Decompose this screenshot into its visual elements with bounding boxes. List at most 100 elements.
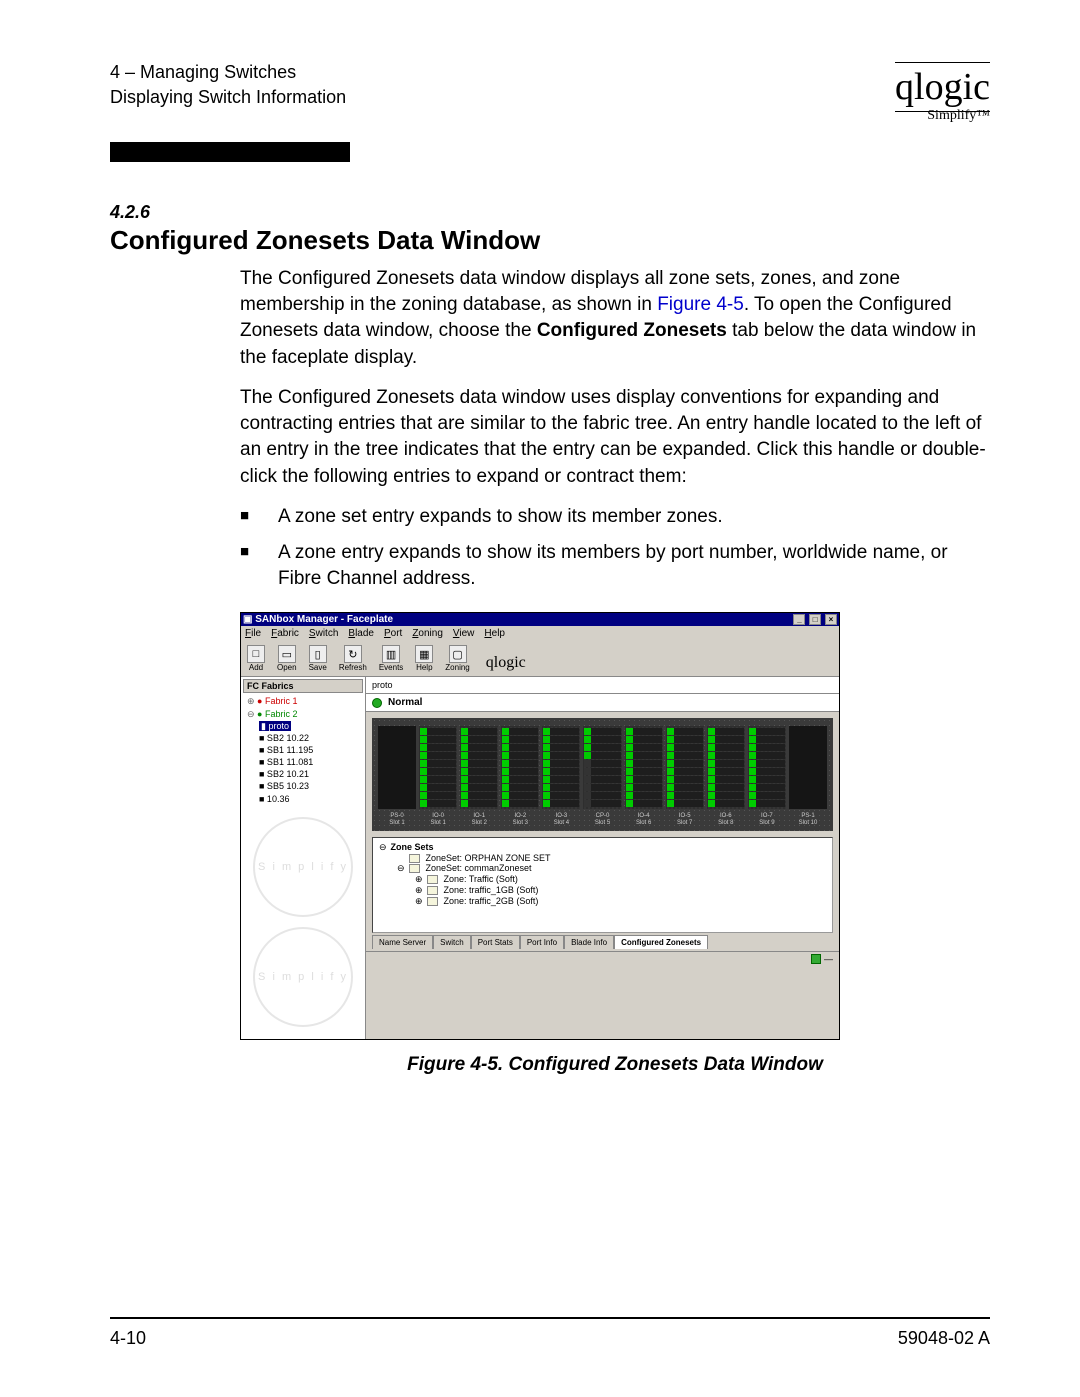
io-blade[interactable] bbox=[707, 726, 745, 809]
power-supply-blade[interactable] bbox=[789, 726, 827, 809]
port[interactable] bbox=[420, 800, 456, 807]
port[interactable] bbox=[461, 728, 497, 735]
port[interactable] bbox=[502, 800, 538, 807]
tree-item[interactable]: ▮ proto bbox=[247, 720, 363, 732]
toolbar-open-button[interactable]: ▭Open bbox=[277, 645, 297, 672]
port[interactable] bbox=[543, 736, 579, 743]
port[interactable] bbox=[584, 760, 620, 767]
menu-switch[interactable]: Switch bbox=[309, 628, 338, 639]
minimize-button[interactable]: _ bbox=[793, 614, 805, 625]
port[interactable] bbox=[626, 752, 662, 759]
close-button[interactable]: × bbox=[825, 614, 837, 625]
port[interactable] bbox=[667, 760, 703, 767]
port[interactable] bbox=[708, 800, 744, 807]
toolbar-zoning-button[interactable]: ▢Zoning bbox=[445, 645, 469, 672]
port[interactable] bbox=[461, 792, 497, 799]
port[interactable] bbox=[626, 784, 662, 791]
port[interactable] bbox=[502, 792, 538, 799]
tab-port-stats[interactable]: Port Stats bbox=[471, 935, 520, 949]
port[interactable] bbox=[667, 792, 703, 799]
port[interactable] bbox=[626, 792, 662, 799]
tab-port-info[interactable]: Port Info bbox=[520, 935, 564, 949]
port[interactable] bbox=[420, 792, 456, 799]
toolbar-refresh-button[interactable]: ↻Refresh bbox=[339, 645, 367, 672]
figure-link[interactable]: Figure 4-5 bbox=[657, 294, 744, 315]
maximize-button[interactable]: □ bbox=[809, 614, 821, 625]
port[interactable] bbox=[461, 736, 497, 743]
port[interactable] bbox=[667, 784, 703, 791]
port[interactable] bbox=[461, 752, 497, 759]
port[interactable] bbox=[708, 760, 744, 767]
port[interactable] bbox=[667, 736, 703, 743]
toolbar-add-button[interactable]: □Add bbox=[247, 645, 265, 672]
tree-item[interactable]: ■ SB2 10.22 bbox=[247, 732, 363, 744]
tree-item[interactable]: ■ SB1 11.195 bbox=[247, 744, 363, 756]
port[interactable] bbox=[749, 760, 785, 767]
port[interactable] bbox=[584, 728, 620, 735]
menu-zoning[interactable]: Zoning bbox=[412, 628, 443, 639]
port[interactable] bbox=[708, 784, 744, 791]
port[interactable] bbox=[708, 752, 744, 759]
toolbar-save-button[interactable]: ▯Save bbox=[309, 645, 327, 672]
switch-faceplate[interactable]: PS-0Slot 1IO-0Slot 1IO-1Slot 2IO-2Slot 3… bbox=[372, 718, 833, 830]
port[interactable] bbox=[749, 784, 785, 791]
zoneset-tree-item[interactable]: ⊕ Zone: traffic_2GB (Soft) bbox=[379, 896, 826, 907]
port[interactable] bbox=[667, 768, 703, 775]
port[interactable] bbox=[502, 760, 538, 767]
port[interactable] bbox=[749, 736, 785, 743]
menu-port[interactable]: Port bbox=[384, 628, 402, 639]
menu-fabric[interactable]: Fabric bbox=[271, 628, 299, 639]
port[interactable] bbox=[502, 736, 538, 743]
port[interactable] bbox=[543, 760, 579, 767]
port[interactable] bbox=[626, 728, 662, 735]
port[interactable] bbox=[461, 760, 497, 767]
io-blade[interactable] bbox=[625, 726, 663, 809]
port[interactable] bbox=[708, 744, 744, 751]
port[interactable] bbox=[626, 768, 662, 775]
port[interactable] bbox=[502, 728, 538, 735]
zoneset-tree-item[interactable]: ZoneSet: ORPHAN ZONE SET bbox=[379, 853, 826, 863]
port[interactable] bbox=[420, 752, 456, 759]
port[interactable] bbox=[626, 776, 662, 783]
port[interactable] bbox=[502, 776, 538, 783]
tree-item[interactable]: ■ 10.36 bbox=[247, 793, 363, 805]
port[interactable] bbox=[461, 768, 497, 775]
io-blade[interactable] bbox=[419, 726, 457, 809]
menu-file[interactable]: File bbox=[245, 628, 261, 639]
port[interactable] bbox=[708, 792, 744, 799]
tree-item[interactable]: ■ SB5 10.23 bbox=[247, 780, 363, 792]
port[interactable] bbox=[667, 744, 703, 751]
port[interactable] bbox=[420, 728, 456, 735]
io-blade[interactable] bbox=[748, 726, 786, 809]
port[interactable] bbox=[543, 776, 579, 783]
port[interactable] bbox=[584, 792, 620, 799]
port[interactable] bbox=[749, 728, 785, 735]
port[interactable] bbox=[749, 752, 785, 759]
tree-item[interactable]: ⊕ ● Fabric 1 bbox=[247, 695, 363, 707]
tab-name-server[interactable]: Name Server bbox=[372, 935, 433, 949]
menu-help[interactable]: Help bbox=[484, 628, 505, 639]
port[interactable] bbox=[667, 752, 703, 759]
window-titlebar[interactable]: ▣ SANbox Manager - Faceplate _ □ × bbox=[241, 613, 839, 626]
port[interactable] bbox=[667, 728, 703, 735]
port[interactable] bbox=[708, 728, 744, 735]
cp-blade[interactable] bbox=[583, 726, 621, 809]
port[interactable] bbox=[543, 744, 579, 751]
tree-item[interactable]: ⊖ ● Fabric 2 bbox=[247, 708, 363, 720]
io-blade[interactable] bbox=[501, 726, 539, 809]
menu-blade[interactable]: Blade bbox=[348, 628, 374, 639]
toolbar-help-button[interactable]: ▦Help bbox=[415, 645, 433, 672]
port[interactable] bbox=[667, 776, 703, 783]
port[interactable] bbox=[584, 800, 620, 807]
port[interactable] bbox=[461, 744, 497, 751]
tab-switch[interactable]: Switch bbox=[433, 935, 471, 949]
port[interactable] bbox=[749, 800, 785, 807]
port[interactable] bbox=[708, 736, 744, 743]
port[interactable] bbox=[708, 768, 744, 775]
toolbar-events-button[interactable]: ▥Events bbox=[379, 645, 403, 672]
port[interactable] bbox=[626, 760, 662, 767]
zoneset-tree-item[interactable]: ⊖ ZoneSet: commanZoneset bbox=[379, 863, 826, 874]
fabric-tree[interactable]: ⊕ ● Fabric 1⊖ ● Fabric 2▮ proto■ SB2 10.… bbox=[243, 693, 363, 806]
port[interactable] bbox=[502, 784, 538, 791]
port[interactable] bbox=[584, 784, 620, 791]
